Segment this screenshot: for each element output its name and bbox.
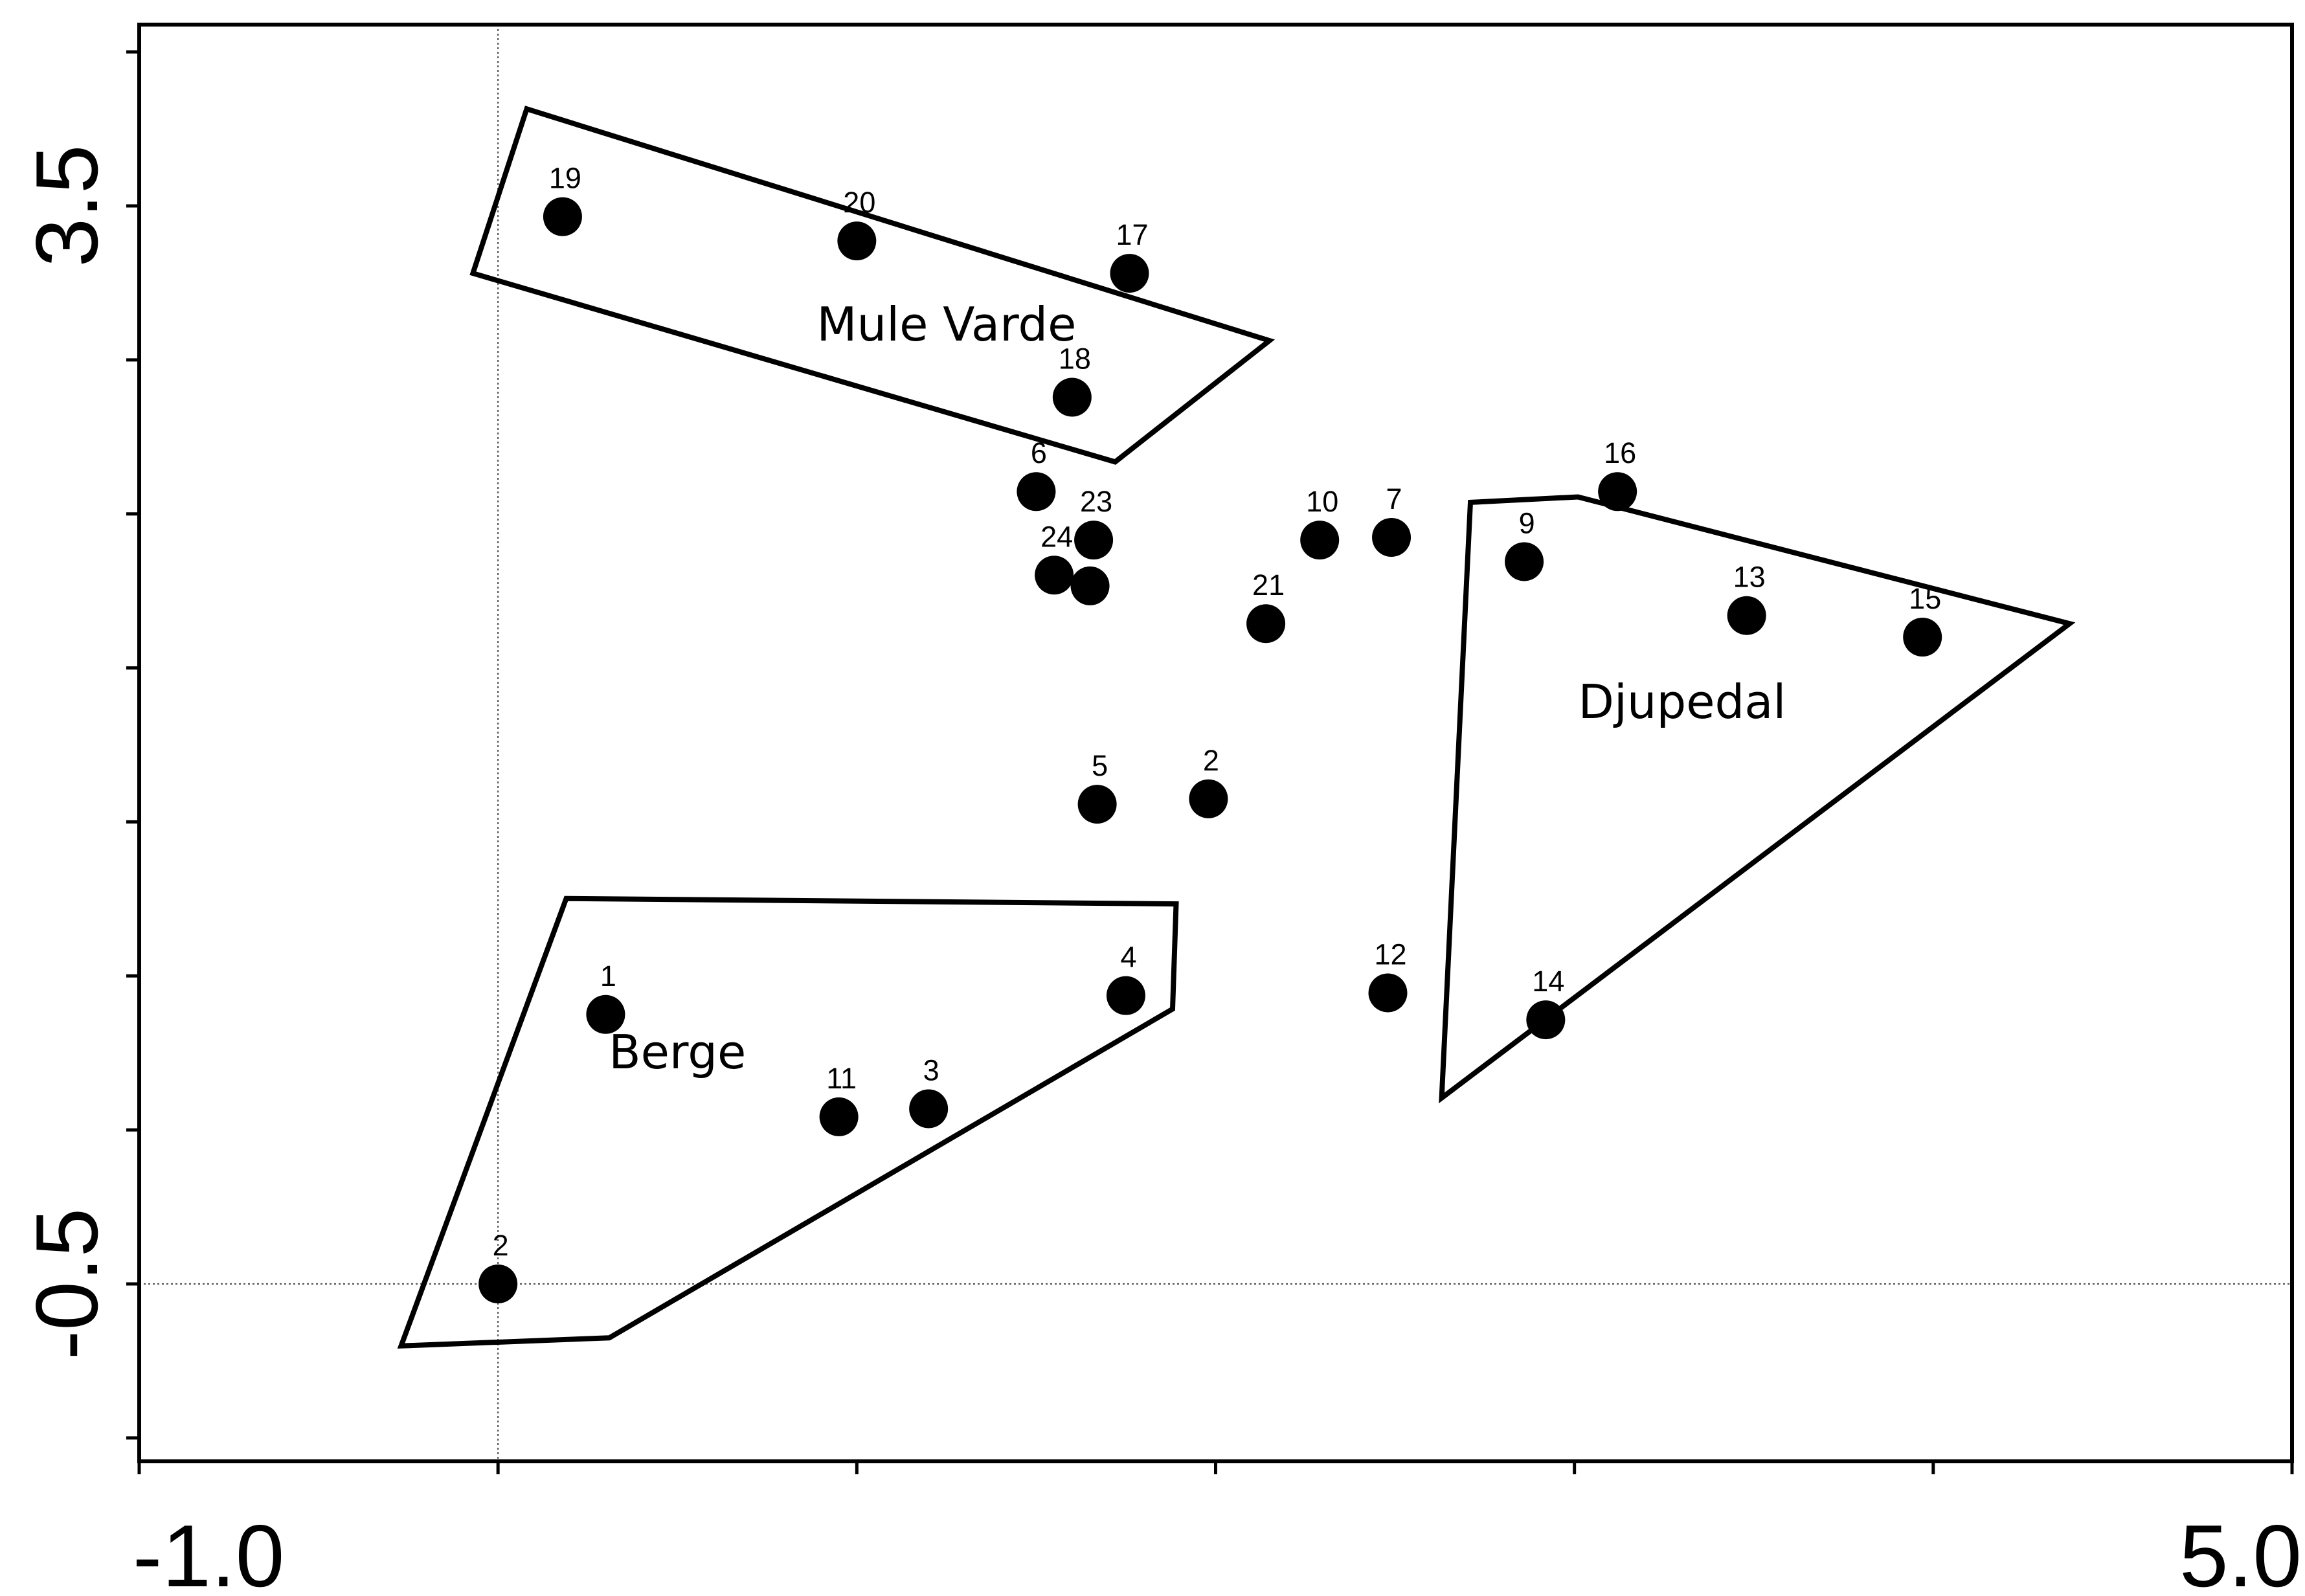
data-point [1903, 618, 1942, 657]
point-label: 17 [1116, 218, 1148, 251]
point-label: 10 [1306, 485, 1338, 518]
data-point [586, 995, 625, 1034]
point-label: 3 [923, 1053, 939, 1086]
data-point [819, 1097, 859, 1136]
point-label: 18 [1059, 343, 1091, 376]
y-tick-label: 3.5 [17, 144, 116, 267]
y-tick-label: -0.5 [17, 1208, 116, 1360]
point-label: 12 [1374, 938, 1406, 971]
data-point [1246, 604, 1286, 644]
point-label: 14 [1532, 965, 1564, 998]
data-point [1077, 785, 1117, 824]
data-point [1727, 596, 1766, 635]
group-label: Djupedal [1578, 675, 1786, 729]
data-point [1372, 517, 1411, 557]
point-label: 13 [1733, 561, 1766, 594]
point-label: 21 [1252, 568, 1285, 601]
reference-lines [139, 25, 2292, 1461]
group-hull [1439, 494, 2076, 1104]
point-label: 9 [1519, 506, 1535, 539]
data-point [1052, 377, 1092, 417]
point-label: 16 [1604, 436, 1636, 469]
plot-frame [137, 23, 2294, 1463]
data-point [1106, 976, 1145, 1015]
point-label: 11 [826, 1062, 857, 1095]
group-label: Berge [609, 1025, 746, 1079]
data-point [1598, 472, 1637, 511]
group-hulls [397, 106, 2076, 1349]
data-point [1017, 472, 1056, 511]
data-point [1035, 556, 1074, 595]
data-point [1110, 254, 1149, 293]
data-point [543, 197, 582, 236]
axis-tick-labels: -1.0 5.0 3.5 -0.5 [17, 144, 2302, 1596]
data-point [1300, 521, 1340, 560]
data-point [1368, 973, 1408, 1013]
point-label: 2 [493, 1229, 509, 1262]
group-hull [469, 106, 1276, 465]
point-label: 1 [600, 960, 616, 993]
point-label: 19 [549, 162, 581, 195]
point-label: 5 [1092, 749, 1108, 782]
data-point [1070, 566, 1110, 605]
group-hull [397, 895, 1179, 1349]
point-label: 6 [1031, 436, 1047, 469]
point-label: 20 [843, 186, 875, 219]
data-point [1505, 542, 1544, 581]
point-label: 4 [1120, 941, 1136, 974]
point-label: 7 [1386, 482, 1402, 515]
axis-ticks [126, 50, 2294, 1474]
point-label: 15 [1909, 582, 1941, 615]
axes [137, 23, 2294, 1463]
point-label: 2 [1203, 744, 1219, 777]
data-point [478, 1264, 518, 1303]
point-label: 24 [1040, 520, 1073, 553]
data-point [1074, 521, 1114, 560]
point-label: 23 [1080, 485, 1112, 518]
data-point [837, 221, 877, 261]
x-tick-label: 5.0 [2179, 1507, 2302, 1596]
data-point [909, 1089, 949, 1129]
group-labels: Mule Varde Berge Djupedal [609, 297, 1786, 1079]
data-point [1526, 1000, 1566, 1040]
x-tick-label: -1.0 [133, 1507, 284, 1596]
data-point [1189, 779, 1228, 818]
group-label: Mule Varde [816, 297, 1076, 352]
data-points: 12234567891011121314151617181920212324 [478, 162, 1942, 1303]
